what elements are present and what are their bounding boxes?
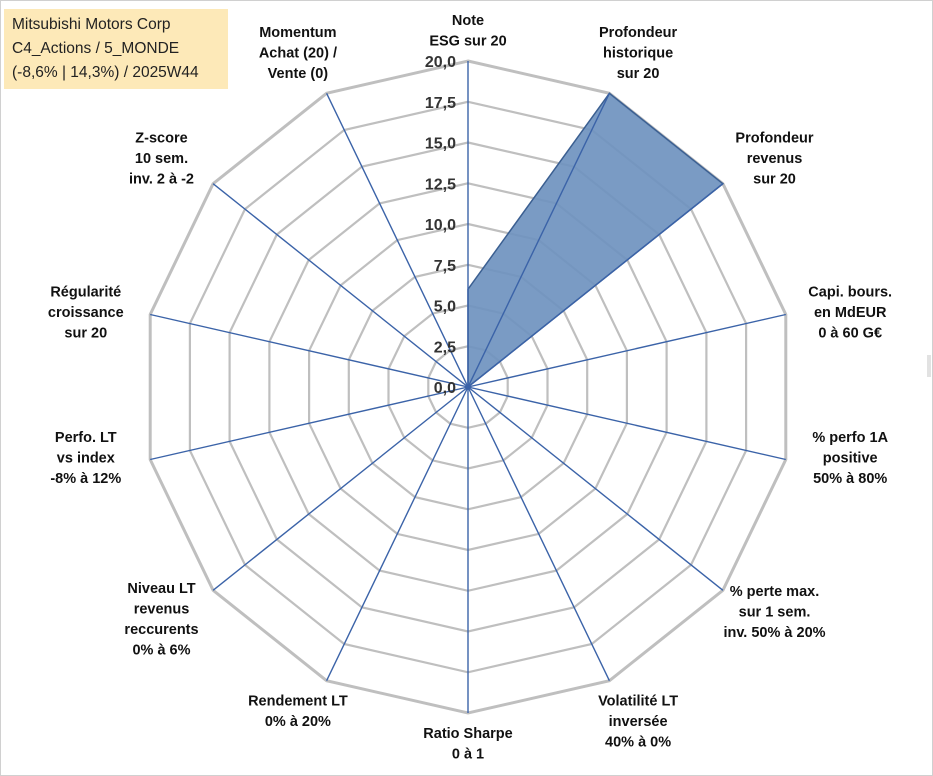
spoke-2 — [467, 183, 724, 388]
axis-label-1: Profondeur historique sur 20 — [599, 25, 677, 82]
spoke-6 — [467, 386, 611, 682]
axis-label-line: % perfo 1A — [812, 430, 888, 446]
axis-label-5: % perte max. sur 1 sem. inv. 50% à 20% — [723, 584, 825, 641]
axis-label-line: Régularité — [50, 285, 121, 301]
axis-label-13: Momentum Achat (20) / Vente (0) — [259, 25, 337, 82]
spoke-4 — [467, 386, 786, 461]
spoke-13 — [325, 92, 469, 388]
axis-label-line: Capi. bours. — [808, 285, 892, 301]
axis-label-line: sur 20 — [753, 171, 796, 187]
tick-label: 15,0 — [425, 136, 456, 153]
axis-label-line: Volatilité LT — [598, 694, 678, 710]
tick-label: 0,0 — [434, 380, 456, 397]
axis-label-line: 40% à 0% — [605, 735, 671, 751]
tick-label: 5,0 — [434, 299, 456, 316]
axis-label-line: 0 à 60 G€ — [818, 326, 882, 342]
spoke-10 — [150, 386, 469, 461]
tick-label: 17,5 — [425, 95, 456, 112]
axis-label-6: Volatilité LT inversée 40% à 0% — [598, 694, 678, 751]
axis-labels: Note ESG sur 20 Profondeur historique sur 20… — [48, 13, 892, 763]
axis-label-line: Niveau LT — [127, 581, 195, 597]
axis-label-line: revenus — [134, 602, 190, 618]
axis-label-line: inv. 2 à -2 — [129, 171, 194, 187]
axis-label-line: sur 20 — [617, 66, 660, 82]
axis-label-line: 0% à 6% — [132, 643, 190, 659]
tick-labels: 0,0 2,5 5,0 7,5 10,0 12,5 15,0 17,5 20,0 — [425, 54, 456, 397]
spoke-3 — [467, 313, 786, 388]
axis-label-line: Profondeur — [735, 130, 813, 146]
axis-label-line: croissance — [48, 305, 124, 321]
tick-label: 2,5 — [434, 339, 456, 356]
scroll-indicator — [927, 355, 931, 377]
tick-label: 20,0 — [425, 54, 456, 71]
tick-label: 10,0 — [425, 217, 456, 234]
spoke-layer — [150, 61, 786, 713]
axis-label-line: 0% à 20% — [265, 714, 331, 730]
axis-label-line: inv. 50% à 20% — [723, 625, 825, 641]
axis-label-line: ESG sur 20 — [429, 34, 506, 50]
tick-label: 7,5 — [434, 258, 456, 275]
axis-label-line: Vente (0) — [268, 66, 329, 82]
axis-label-line: Momentum — [259, 25, 336, 41]
axis-label-10: Perfo. LT vs index -8% à 12% — [50, 430, 121, 487]
axis-label-12: Z-score 10 sem. inv. 2 à -2 — [129, 130, 194, 187]
axis-label-line: -8% à 12% — [50, 471, 121, 487]
tick-label: 12,5 — [425, 176, 456, 193]
spoke-12 — [212, 183, 469, 388]
axis-label-line: en MdEUR — [814, 305, 887, 321]
axis-label-line: % perte max. — [730, 584, 819, 600]
spoke-9 — [212, 386, 469, 591]
axis-label-0: Note ESG sur 20 — [429, 13, 506, 50]
info-range-week: (-8,6% | 14,3%) / 2025W44 — [12, 64, 199, 81]
axis-label-line: Profondeur — [599, 25, 677, 41]
axis-label-line: inversée — [609, 714, 668, 730]
axis-label-line: reccurents — [124, 622, 198, 638]
axis-label-11: Régularité croissance sur 20 — [48, 285, 124, 342]
series-layer — [467, 92, 725, 389]
axis-label-8: Rendement LT 0% à 20% — [248, 694, 348, 731]
axis-label-line: sur 20 — [64, 326, 107, 342]
spoke-8 — [325, 386, 469, 682]
info-company: Mitsubishi Motors Corp — [12, 16, 171, 33]
spoke-1 — [467, 92, 611, 388]
axis-label-3: Capi. bours. en MdEUR 0 à 60 G€ — [808, 285, 892, 342]
axis-label-line: 10 sem. — [135, 151, 188, 167]
axis-label-line: Ratio Sharpe — [423, 726, 512, 742]
axis-label-7: Ratio Sharpe 0 à 1 — [423, 726, 512, 763]
axis-label-4: % perfo 1A positive 50% à 80% — [812, 430, 888, 487]
series-area-0 — [467, 92, 725, 389]
axis-label-line: Achat (20) / — [259, 45, 337, 61]
axis-label-line: Z-score — [135, 130, 187, 146]
axis-label-line: 50% à 80% — [813, 471, 887, 487]
axis-label-9: Niveau LT revenus reccurents 0% à 6% — [124, 581, 198, 659]
spoke-11 — [150, 313, 469, 388]
axis-label-line: 0 à 1 — [452, 747, 484, 763]
axis-label-line: sur 1 sem. — [739, 605, 811, 621]
info-category: C4_Actions / 5_MONDE — [12, 40, 180, 57]
axis-label-2: Profondeur revenus sur 20 — [735, 130, 813, 187]
axis-label-line: positive — [823, 450, 878, 466]
axis-label-line: vs index — [57, 450, 115, 466]
axis-label-line: historique — [603, 45, 673, 61]
axis-label-line: revenus — [747, 151, 803, 167]
axis-label-line: Rendement LT — [248, 694, 348, 710]
spoke-5 — [467, 386, 724, 591]
info-box: Mitsubishi Motors Corp C4_Actions / 5_MO… — [4, 9, 228, 89]
axis-label-line: Perfo. LT — [55, 430, 117, 446]
axis-label-line: Note — [452, 13, 484, 29]
